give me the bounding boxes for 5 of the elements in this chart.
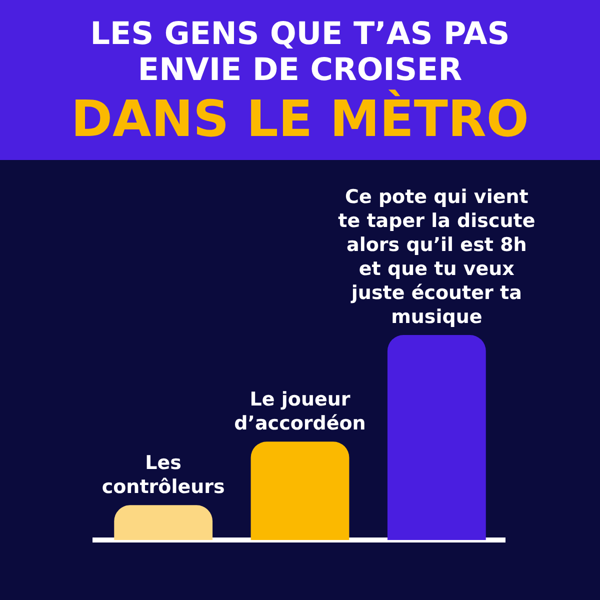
text: Ce pote qui vient te taper la discute alors qu’il est 8h et que tu veux juste écouter ta musique <box>338 186 536 328</box>
annotation: Les contrôleurs <box>102 452 225 498</box>
chart-title: LES GENS QUE T’AS PAS ENVIE DE CROISER <box>89 16 511 88</box>
chart-subtitle: DANS LE MÈTRO <box>70 88 530 150</box>
annotation: Le joueur d’accordéon <box>234 388 366 435</box>
